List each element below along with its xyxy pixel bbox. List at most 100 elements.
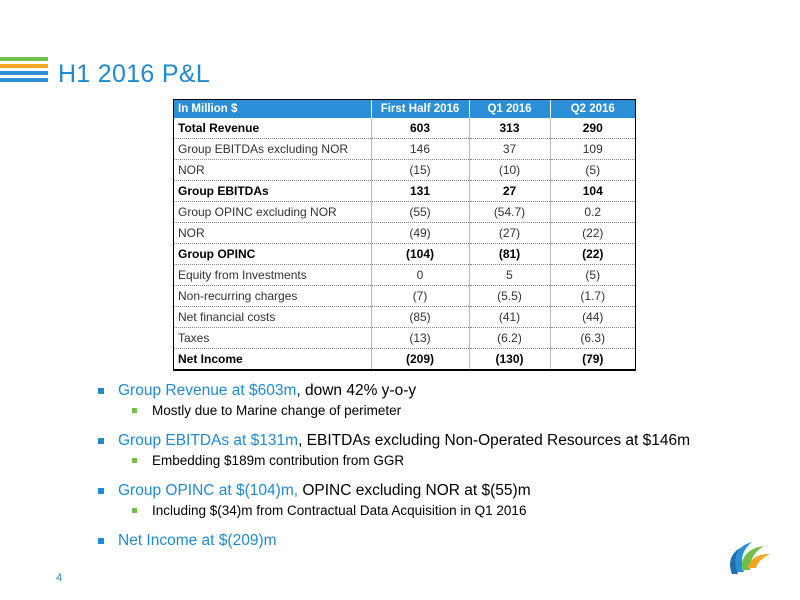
bullet-black-text: , EBITDAs excluding Non-Operated Resourc… <box>298 432 691 449</box>
cell-q2: (5) <box>549 264 635 286</box>
row-label: NOR <box>174 159 371 181</box>
bullet-blue-text: Group OPINC at $(104)m, <box>118 482 303 499</box>
cell-q1: (54.7) <box>468 201 550 223</box>
col-header-label: In Million $ <box>174 100 371 118</box>
bullet-square-icon <box>98 438 104 444</box>
table-row: Group OPINC excluding NOR (55) (54.7) 0.2 <box>174 201 635 223</box>
page-number: 4 <box>56 572 63 584</box>
table-header-row: In Million $ First Half 2016 Q1 2016 Q2 … <box>174 100 635 118</box>
bullet-blue-text: Group Revenue at $603m <box>118 382 297 399</box>
title-stripes <box>0 57 48 85</box>
table-row: Group OPINC (104) (81) (22) <box>174 243 635 265</box>
sub-bullet-text: Embedding $189m contribution from GGR <box>152 453 405 468</box>
cell-first-half: (104) <box>370 243 469 265</box>
cell-q1: (81) <box>468 243 550 265</box>
bullet-net-income: Net Income at $(209)m <box>96 532 786 550</box>
bullet-square-icon <box>98 488 104 494</box>
row-label: Total Revenue <box>174 118 371 139</box>
bullet-black-text: , down 42% y-o-y <box>296 382 417 399</box>
bullet-blue-text: Group EBITDAs at $131m <box>118 432 299 449</box>
cell-first-half: (15) <box>370 159 469 181</box>
cell-first-half: (209) <box>370 348 469 370</box>
company-logo-icon <box>730 542 770 574</box>
bullet-blue-text: Net Income at $(209)m <box>118 532 277 549</box>
sub-bullet-square-icon <box>132 458 137 463</box>
table-row: NOR (15) (10) (5) <box>174 159 635 181</box>
row-label: Non-recurring charges <box>174 285 371 307</box>
row-label: Group OPINC <box>174 243 371 265</box>
cell-first-half: 146 <box>370 138 469 160</box>
cell-first-half: (85) <box>370 306 469 328</box>
cell-first-half: (55) <box>370 201 469 223</box>
stripe-orange <box>0 64 48 68</box>
row-label: NOR <box>174 222 371 244</box>
cell-q2: (22) <box>549 243 635 265</box>
cell-q2: 290 <box>549 118 635 139</box>
table-row: Taxes (13) (6.2) (6.3) <box>174 327 635 349</box>
cell-q1: 37 <box>468 138 550 160</box>
cell-first-half: (49) <box>370 222 469 244</box>
bullet-revenue: Group Revenue at $603m, down 42% y-o-y <box>96 382 786 400</box>
table-row: Net Income (209) (130) (79) <box>174 348 635 370</box>
col-header-q2: Q2 2016 <box>549 100 635 118</box>
cell-q2: (6.3) <box>549 327 635 349</box>
cell-q2: (22) <box>549 222 635 244</box>
sub-bullet-revenue: Mostly due to Marine change of perimeter <box>96 403 786 418</box>
table-row: Non-recurring charges (7) (5.5) (1.7) <box>174 285 635 307</box>
slide-title: H1 2016 P&L <box>58 60 211 88</box>
bullet-list: Group Revenue at $603m, down 42% y-o-y M… <box>96 382 786 553</box>
sub-bullet-text: Including $(34)m from Contractual Data A… <box>152 503 527 518</box>
table-row: Group EBITDAs 131 27 104 <box>174 180 635 202</box>
cell-first-half: 131 <box>370 180 469 202</box>
bullet-opinc: Group OPINC at $(104)m, OPINC excluding … <box>96 482 786 500</box>
cell-first-half: 603 <box>370 118 469 139</box>
cell-q2: 109 <box>549 138 635 160</box>
cell-q2: (44) <box>549 306 635 328</box>
cell-q1: 27 <box>468 180 550 202</box>
cell-q1: 313 <box>468 118 550 139</box>
cell-q2: 0.2 <box>549 201 635 223</box>
row-label: Group OPINC excluding NOR <box>174 201 371 223</box>
cell-first-half: (13) <box>370 327 469 349</box>
table-body: Total Revenue 603 313 290 Group EBITDAs excl… <box>174 118 635 370</box>
table-row: Total Revenue 603 313 290 <box>174 118 635 139</box>
table-row: Group EBITDAs excluding NOR 146 37 109 <box>174 138 635 160</box>
cell-q1: 5 <box>468 264 550 286</box>
col-header-h1: First Half 2016 <box>370 100 469 118</box>
row-label: Group EBITDAs excluding NOR <box>174 138 371 160</box>
pl-table: In Million $ First Half 2016 Q1 2016 Q2 … <box>174 100 635 370</box>
cell-q1: (130) <box>468 348 550 370</box>
col-header-q1: Q1 2016 <box>468 100 550 118</box>
cell-q2: (1.7) <box>549 285 635 307</box>
sub-bullet-text: Mostly due to Marine change of perimeter <box>152 403 402 418</box>
cell-q1: (41) <box>468 306 550 328</box>
cell-q2: 104 <box>549 180 635 202</box>
bullet-square-icon <box>98 538 104 544</box>
row-label: Net financial costs <box>174 306 371 328</box>
cell-q1: (10) <box>468 159 550 181</box>
sub-bullet-square-icon <box>132 408 137 413</box>
row-label: Equity from Investments <box>174 264 371 286</box>
stripe-blue <box>0 71 48 75</box>
row-label: Group EBITDAs <box>174 180 371 202</box>
cell-first-half: (7) <box>370 285 469 307</box>
cell-q1: (6.2) <box>468 327 550 349</box>
sub-bullet-square-icon <box>132 508 137 513</box>
cell-q1: (27) <box>468 222 550 244</box>
bullet-square-icon <box>98 388 104 394</box>
table-row: Net financial costs (85) (41) (44) <box>174 306 635 328</box>
cell-first-half: 0 <box>370 264 469 286</box>
cell-q2: (79) <box>549 348 635 370</box>
stripe-green <box>0 57 48 61</box>
stripe-blue-2 <box>0 78 48 82</box>
cell-q2: (5) <box>549 159 635 181</box>
row-label: Net Income <box>174 348 371 370</box>
cell-q1: (5.5) <box>468 285 550 307</box>
sub-bullet-ebitdas: Embedding $189m contribution from GGR <box>96 453 786 468</box>
bullet-black-text: OPINC excluding NOR at $(55)m <box>302 482 531 499</box>
sub-bullet-opinc: Including $(34)m from Contractual Data A… <box>96 503 786 518</box>
table-row: Equity from Investments 0 5 (5) <box>174 264 635 286</box>
bullet-ebitdas: Group EBITDAs at $131m, EBITDAs excludin… <box>96 432 786 450</box>
row-label: Taxes <box>174 327 371 349</box>
table-row: NOR (49) (27) (22) <box>174 222 635 244</box>
